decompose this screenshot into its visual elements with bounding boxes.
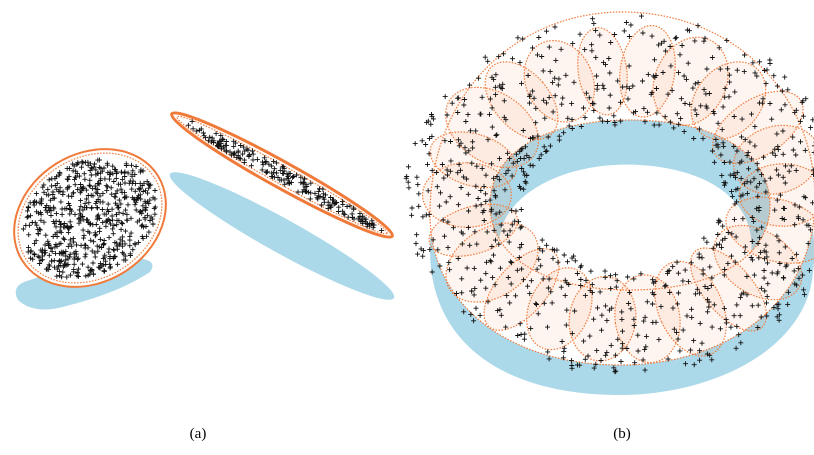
figure: (a) (b) [0, 0, 814, 455]
caption: (b) [613, 426, 631, 442]
caption: (a) [190, 426, 207, 442]
